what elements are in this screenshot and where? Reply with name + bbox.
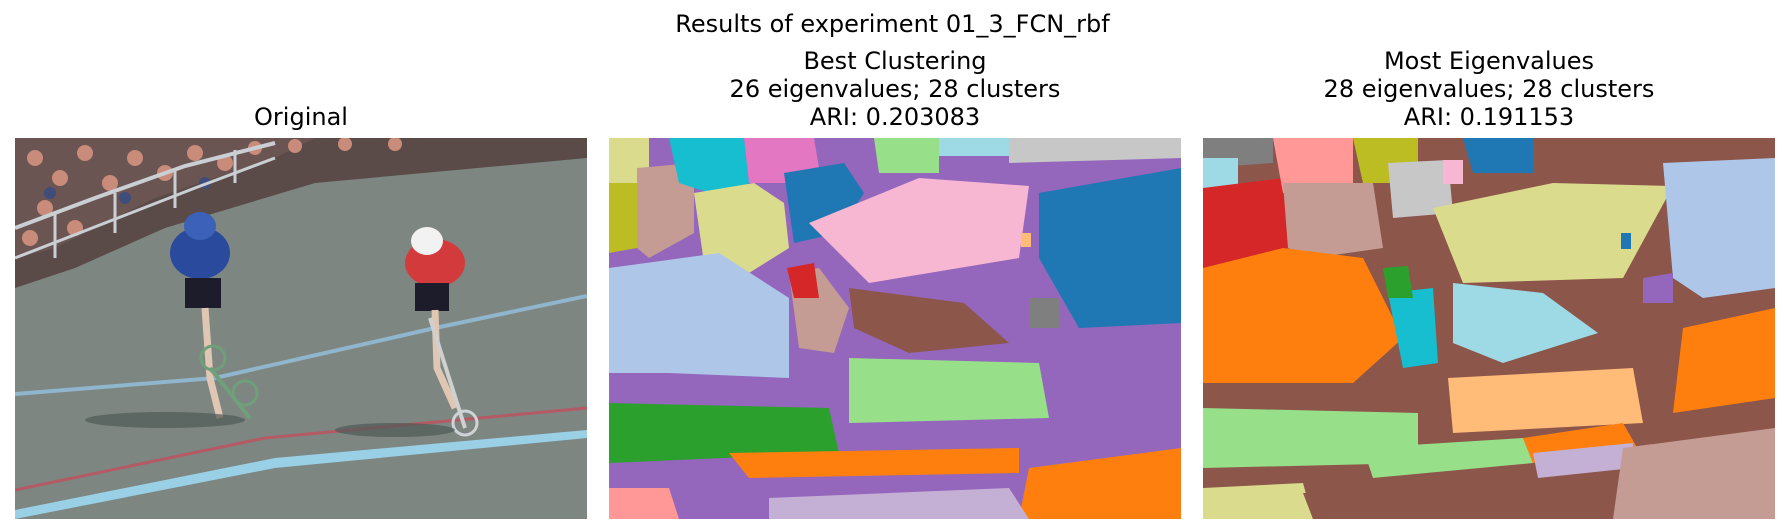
most-eigenvalues-title-line-3: ARI: 0.191153 [1403, 103, 1575, 131]
original-title-line: Original [254, 103, 348, 131]
original-panel-title: Original [15, 103, 587, 131]
best-clustering-title-line-1: Best Clustering [803, 47, 987, 75]
original-image [15, 138, 587, 519]
best-clustering-panel-title: Best Clustering 26 eigenvalues; 28 clust… [609, 47, 1181, 131]
best-clustering-image [609, 138, 1181, 519]
most-eigenvalues-title-line-2: 28 eigenvalues; 28 clusters [1323, 75, 1655, 103]
most-eigenvalues-image [1203, 138, 1775, 519]
figure-suptitle: Results of experiment 01_3_FCN_rbf [675, 10, 1110, 38]
best-clustering-title-line-2: 26 eigenvalues; 28 clusters [729, 75, 1061, 103]
best-clustering-title-line-3: ARI: 0.203083 [809, 103, 981, 131]
most-eigenvalues-title-line-1: Most Eigenvalues [1383, 47, 1595, 75]
most-eigenvalues-panel-title: Most Eigenvalues 28 eigenvalues; 28 clus… [1203, 47, 1775, 131]
